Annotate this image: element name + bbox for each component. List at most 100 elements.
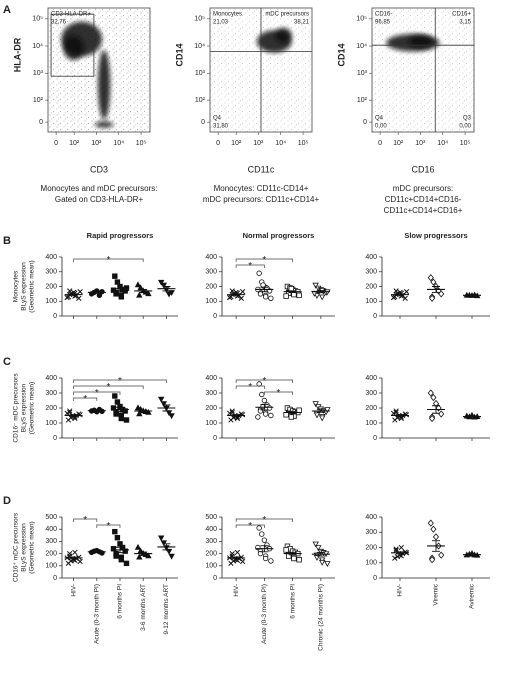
y-tick-label: 200 [365, 405, 377, 412]
caption: Monocytes: CD11c-CD14+ [214, 184, 309, 193]
significance-bracket [73, 391, 121, 395]
y-tick-label: 10³ [357, 70, 368, 77]
significance-label: * [248, 382, 252, 393]
x-tick-label: 10³ [253, 140, 264, 147]
y-tick-label: 300 [205, 269, 217, 276]
x-tick-label: 0 [54, 140, 58, 147]
error-bar [260, 404, 269, 411]
point [283, 293, 289, 299]
point [262, 294, 269, 300]
y-tick-label: 10³ [195, 70, 206, 77]
point [262, 411, 269, 417]
point [261, 537, 268, 543]
panel-letter: C [3, 356, 11, 368]
error-bar [139, 409, 148, 413]
significance-bracket [73, 258, 144, 262]
point [318, 294, 326, 301]
y-tick-label: 400 [45, 375, 57, 382]
point [430, 278, 437, 286]
point [324, 561, 331, 567]
point [112, 273, 118, 279]
y-tick-label: 400 [45, 254, 57, 261]
x-tick-label: Chronic (24 months PI) [318, 584, 325, 651]
point [427, 519, 434, 527]
point [318, 559, 326, 566]
y-tick-label: 200 [45, 550, 57, 557]
error-bar [316, 551, 325, 557]
point [118, 415, 124, 422]
point [234, 549, 241, 556]
point [256, 381, 262, 387]
y-tick-label: 100 [205, 420, 217, 427]
density [48, 8, 150, 132]
significance-label: * [262, 515, 266, 526]
point [239, 558, 246, 565]
y-axis-label: CD14 [174, 43, 184, 66]
x-tick-label: 0 [216, 140, 220, 147]
y-tick-label: 100 [205, 298, 217, 305]
point [429, 556, 436, 564]
significance-bracket [235, 379, 293, 383]
x-tick-label: Viremic [433, 583, 440, 605]
point [393, 546, 399, 552]
y-tick-label: 400 [205, 254, 217, 261]
x-tick-label: Acute (0-3 month PI) [94, 584, 101, 644]
point [402, 295, 408, 301]
x-tick-label: HIV- [70, 584, 77, 597]
x-tick-label: 10³ [91, 140, 102, 147]
point [262, 555, 269, 562]
point [261, 397, 268, 404]
y-tick-label: 300 [365, 529, 377, 536]
significance-label: * [106, 255, 110, 266]
point [165, 548, 173, 555]
y-tick-label: 200 [45, 283, 57, 290]
y-tick-label: 400 [365, 375, 377, 382]
error-bar [432, 405, 440, 414]
error-bar [162, 286, 171, 292]
x-axis-label: CD11c [248, 164, 275, 174]
point [136, 553, 143, 560]
gate-value: 3,15 [459, 20, 471, 26]
caption: Monocytes and mDC precursors: [41, 184, 158, 193]
point [239, 289, 246, 295]
y-tick-label: 300 [205, 390, 217, 397]
point [168, 290, 175, 296]
y-tick-label: 300 [45, 269, 57, 276]
gate-name: mDC precursors [265, 12, 309, 18]
y-tick-label: 100 [205, 563, 217, 570]
panel-letter: D [3, 495, 11, 507]
y-tick-label: 100 [45, 563, 57, 570]
y-tick-label: 0 [53, 313, 57, 320]
point [312, 282, 319, 289]
error-bar [162, 404, 171, 412]
point [312, 541, 319, 548]
y-tick-label: 200 [365, 544, 377, 551]
point [296, 557, 302, 563]
significance-bracket [73, 385, 144, 389]
gate-name: Q4 [375, 116, 384, 122]
point [114, 279, 121, 285]
column-title: Normal progressors [243, 231, 315, 240]
x-tick-label: 10² [393, 140, 404, 147]
density [372, 8, 474, 132]
error-bar [92, 291, 101, 294]
point [168, 413, 175, 420]
gate-value: 21,03 [213, 20, 229, 26]
significance-label: * [118, 376, 122, 387]
point [432, 533, 440, 541]
x-tick-label: Acute (0-3 month PI) [261, 584, 268, 644]
x-tick-label: HIV- [233, 584, 240, 597]
point [390, 294, 397, 301]
density-blob [275, 27, 292, 43]
y-axis-label: BLyS expression [21, 383, 28, 432]
gate-name: CD16+ [452, 12, 471, 18]
point [392, 555, 398, 561]
point [260, 282, 266, 288]
x-tick-label: Aviremic [469, 583, 476, 609]
x-tick-label: 10² [231, 140, 242, 147]
x-tick-label: 10⁵ [136, 140, 147, 147]
significance-label: * [106, 382, 110, 393]
point [256, 525, 262, 531]
y-tick-label: 400 [365, 514, 377, 521]
point [315, 545, 322, 552]
